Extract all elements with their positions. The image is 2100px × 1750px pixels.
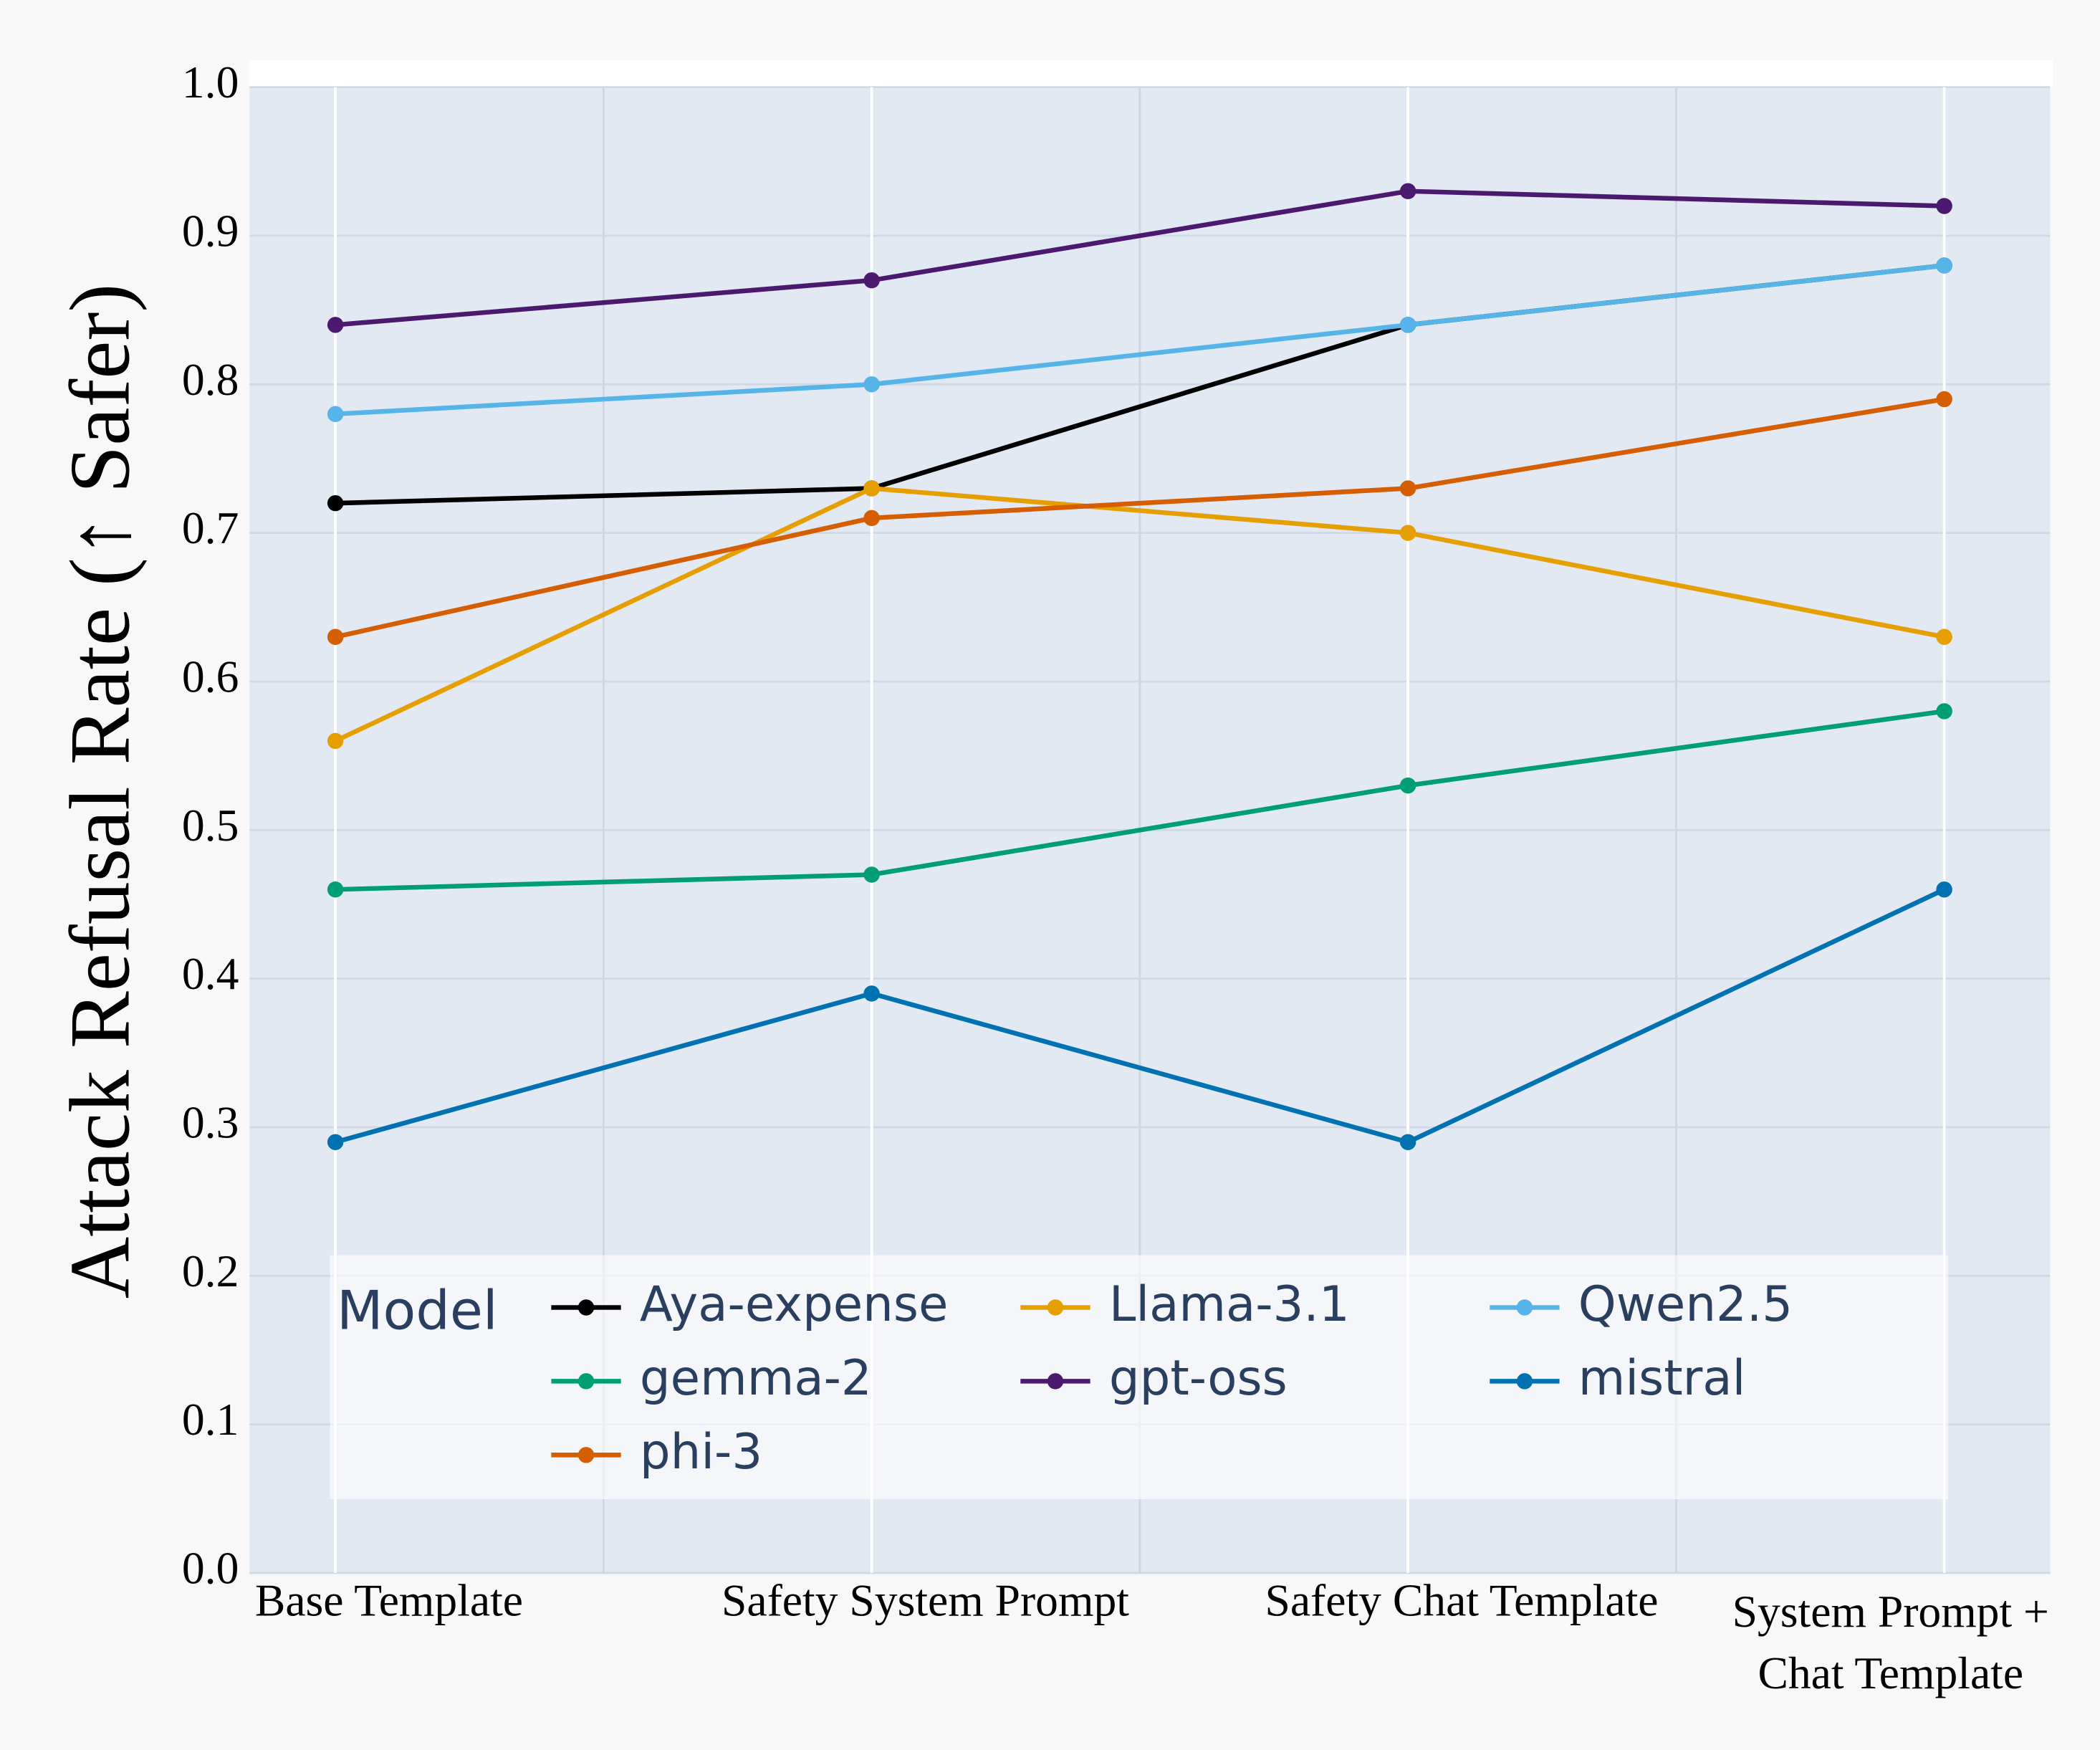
data-point [1399,317,1416,333]
data-point [863,866,880,883]
x-tick-label: Base Template [255,1574,523,1625]
data-point [863,272,880,289]
legend-label: gemma-2 [640,1349,872,1406]
data-point [863,376,880,393]
data-point [327,732,344,750]
data-point [1936,881,1952,898]
legend-label: mistral [1578,1349,1746,1406]
legend-label: gpt-oss [1109,1349,1288,1406]
series-line [335,887,1946,1145]
data-point [863,510,880,527]
data-point [1399,525,1416,541]
y-tick-label: 0.3 [182,1097,239,1148]
top-band [249,60,2053,87]
legend-label: phi-3 [640,1423,762,1480]
data-point [1399,183,1416,199]
data-point [327,317,344,333]
y-tick-label: 0.9 [182,206,239,257]
data-point [863,985,880,1002]
data-point [1936,198,1952,214]
y-tick-label: 0.8 [182,354,239,405]
data-point [1936,257,1952,274]
y-tick-label: 0.4 [182,948,239,999]
y-tick-label: 0.1 [182,1394,239,1445]
series-line [335,396,1945,639]
legend-marker [577,1447,595,1463]
data-point [1399,1134,1416,1150]
x-tick-label: System Prompt + Chat Template [1732,1585,2049,1698]
legend-title: Model [337,1279,498,1342]
legend-marker [577,1373,595,1390]
y-tick-label: 0.0 [182,1543,239,1594]
series-line [335,263,1945,417]
legend-label: Qwen2.5 [1578,1276,1793,1332]
data-point [327,1134,344,1150]
y-tick-label: 0.6 [182,651,239,702]
legend-label: Llama-3.1 [1109,1276,1350,1332]
data-point [1936,703,1952,719]
data-point [327,628,344,646]
data-point [1936,628,1952,646]
legend-marker [1516,1373,1533,1390]
x-tick-label: Safety Chat Template [1265,1574,1658,1625]
legend-marker [1047,1299,1064,1316]
y-tick-label: 0.2 [182,1245,239,1296]
data-point [863,480,880,497]
data-point [327,406,344,422]
y-tick-label: 0.5 [182,800,239,851]
legend-marker [1516,1299,1533,1316]
data-point [327,881,344,898]
legend-label: Aya-expense [640,1276,949,1332]
x-tick-label: Safety System Prompt [721,1574,1129,1625]
y-axis-label: Attack Refusal Rate (↑ Safer) [52,284,147,1299]
data-point [1399,480,1416,497]
y-tick-label: 1.0 [182,57,239,107]
data-point [1936,391,1952,408]
data-point [1399,777,1416,794]
series-line [335,188,1945,327]
legend-marker [577,1299,595,1316]
y-tick-label: 0.7 [182,502,239,553]
series-line [335,709,1945,892]
legend-box [330,1255,1949,1500]
data-point [327,494,344,512]
legend-marker [1047,1373,1064,1390]
series-line [334,486,1945,743]
